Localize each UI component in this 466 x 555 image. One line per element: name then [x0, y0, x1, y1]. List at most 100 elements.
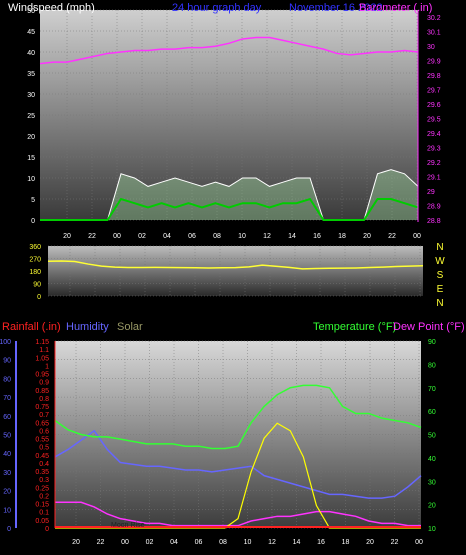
wind-gust-area	[40, 169, 418, 220]
rain-humidity-x-tick-label: 02	[146, 539, 154, 546]
graph-date: November 16 2022	[289, 2, 383, 14]
barometer-y-tick-label: 30.1	[427, 30, 441, 37]
humidity-y-tick-label: 60	[3, 414, 11, 421]
rainfall-y-tick-label: 0.65	[35, 420, 49, 427]
rainfall-y-tick-label: 0.45	[35, 453, 49, 460]
rainfall-y-tick-label: 0.75	[35, 404, 49, 411]
wind-y-tick-label: 35	[27, 71, 35, 78]
wind-y-tick-label: 50	[27, 8, 35, 15]
direction-y-tick-label: 0	[37, 294, 41, 301]
rainfall-y-tick-label: 0.3	[39, 477, 49, 484]
barometer-y-tick-label: 29.4	[427, 131, 441, 138]
rainfall-y-tick-label: 1.1	[39, 347, 49, 354]
rainfall-y-axis: 00.050.10.15 0.20.250.30.350.40.450.50.55…	[35, 339, 49, 533]
rainfall-y-tick-label: 0.7	[39, 412, 49, 419]
rainfall-y-tick-label: 1.05	[35, 355, 49, 362]
moon-rise-annotation: Moon Rise	[111, 522, 145, 529]
rainfall-label: Rainfall (.in)	[2, 321, 61, 333]
temperature-y-tick-label: 80	[428, 362, 436, 369]
rainfall-y-tick-label: 0	[45, 526, 49, 533]
wind-x-tick-label: 16	[313, 233, 321, 240]
compass-label: E	[437, 284, 444, 295]
wind-y-tick-label: 15	[27, 155, 35, 162]
barometer-y-tick-label: 30	[427, 44, 435, 51]
temperature-y-tick-label: 90	[428, 339, 436, 346]
humidity-y-tick-label: 100	[0, 339, 11, 346]
humidity-y-tick-label: 0	[7, 526, 11, 533]
humidity-y-tick-label: 70	[3, 395, 11, 402]
rainfall-y-tick-label: 0.5	[39, 445, 49, 452]
temperature-y-tick-label: 30	[428, 479, 436, 486]
rain-humidity-x-axis: 20 22 00 02 04 06 08 10 12 14 16 18 20 22 00	[72, 539, 423, 546]
barometer-y-tick-label: 29.7	[427, 88, 441, 95]
wind-grid	[40, 9, 418, 221]
rainfall-y-tick-label: 1.15	[35, 339, 49, 346]
wind-y-tick-label: 40	[27, 50, 35, 57]
rain-humidity-x-tick-label: 22	[391, 539, 399, 546]
barometer-label: Barometer (.in)	[359, 2, 432, 14]
wind-y-tick-label: 20	[27, 134, 35, 141]
direction-y-tick-label: 360	[29, 244, 41, 251]
barometer-y-tick-label: 29.6	[427, 102, 441, 109]
wind-direction-line	[47, 260, 424, 270]
rain-humidity-x-tick-label: 08	[219, 539, 227, 546]
rain-humidity-x-tick-label: 10	[244, 539, 252, 546]
direction-y-tick-label: 180	[29, 269, 41, 276]
rain-humidity-x-tick-label: 06	[195, 539, 203, 546]
barometer-y-tick-label: 29.8	[427, 73, 441, 80]
rain-humidity-x-tick-label: 00	[121, 539, 129, 546]
wind-y-tick-label: 5	[31, 197, 35, 204]
wind-x-tick-label: 22	[388, 233, 396, 240]
barometer-y-axis: 28.8 28.9 29 29.1 29.2 29.3 29.4 29.5 29.6 29.7 29…	[427, 15, 441, 225]
rain-humidity-x-tick-label: 22	[97, 539, 105, 546]
temperature-y-tick-label: 60	[428, 409, 436, 416]
direction-y-tick-label: 90	[33, 282, 41, 289]
barometer-y-tick-label: 30.2	[427, 15, 441, 22]
rainfall-y-tick-label: 0.8	[39, 396, 49, 403]
wind-x-tick-label: 22	[88, 233, 96, 240]
direction-y-axis: 0 90 180 270 360	[29, 244, 41, 301]
wind-y-tick-label: 45	[27, 29, 35, 36]
rain-humidity-x-tick-label: 14	[293, 539, 301, 546]
wind-y-axis: 0 5 10 15 20 25 30 35 40 45 50	[27, 8, 35, 225]
rain-humidity-x-tick-label: 04	[170, 539, 178, 546]
rain-humidity-x-tick-label: 12	[268, 539, 276, 546]
humidity-y-tick-label: 30	[3, 470, 11, 477]
temperature-y-tick-label: 70	[428, 386, 436, 393]
barometer-y-tick-label: 29.2	[427, 160, 441, 167]
temperature-y-tick-label: 10	[428, 526, 436, 533]
rainfall-y-tick-label: 0.25	[35, 485, 49, 492]
humidity-line	[54, 429, 422, 499]
wind-x-tick-label: 18	[338, 233, 346, 240]
rainfall-y-tick-label: 1	[45, 363, 49, 370]
wind-y-tick-label: 10	[27, 176, 35, 183]
temperature-y-tick-label: 40	[428, 456, 436, 463]
compass-label: W	[435, 256, 445, 267]
humidity-y-tick-label: 40	[3, 451, 11, 458]
rainfall-y-tick-label: 0.9	[39, 380, 49, 387]
rainfall-y-tick-label: 0.2	[39, 493, 49, 500]
wind-x-tick-label: 10	[238, 233, 246, 240]
rain-humidity-x-tick-label: 20	[72, 539, 80, 546]
barometer-y-tick-label: 28.8	[427, 218, 441, 225]
rainfall-y-tick-label: 0.15	[35, 502, 49, 509]
rainfall-y-tick-label: 0.35	[35, 469, 49, 476]
barometer-y-tick-label: 29.9	[427, 59, 441, 66]
wind-x-tick-label: 20	[363, 233, 371, 240]
rainfall-y-tick-label: 0.55	[35, 437, 49, 444]
dew-point-label: Dew Point (°F)	[393, 321, 465, 333]
barometer-line	[39, 36, 419, 65]
temperature-label: Temperature (°F)	[313, 321, 396, 333]
wind-y-tick-label: 0	[31, 218, 35, 225]
rain-humidity-x-tick-label: 16	[317, 539, 325, 546]
wind-x-tick-label: 06	[188, 233, 196, 240]
wind-x-tick-label: 04	[163, 233, 171, 240]
humidity-y-tick-label: 50	[3, 433, 11, 440]
rainfall-y-tick-label: 0.95	[35, 372, 49, 379]
compass-label: N	[436, 298, 443, 309]
compass-label: N	[436, 242, 443, 253]
wind-x-tick-label: 02	[138, 233, 146, 240]
wind-x-tick-label: 00	[413, 233, 421, 240]
dew-point-line	[55, 501, 421, 527]
